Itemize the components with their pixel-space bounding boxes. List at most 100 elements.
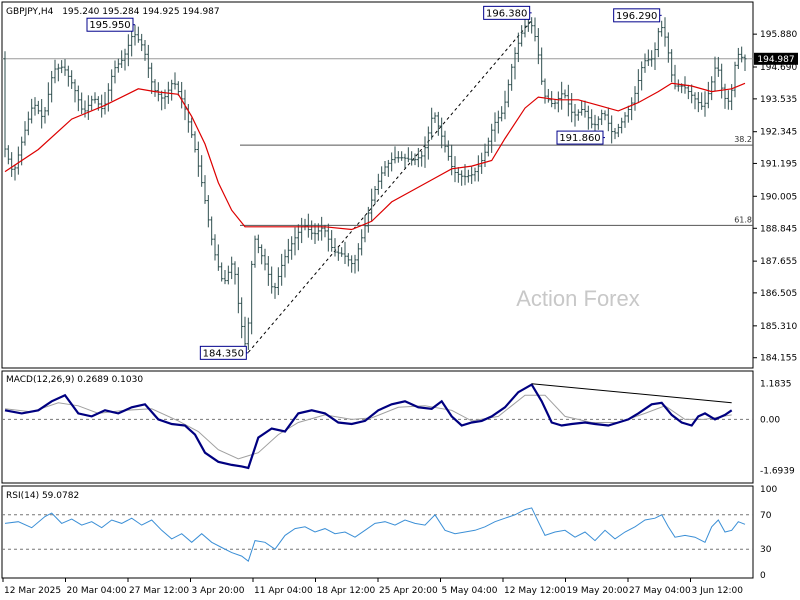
time-tick-label: 25 Apr 20:00 [379, 586, 438, 596]
ohlc-bar [276, 267, 280, 296]
fib-61-8-label: 61.8 [734, 215, 752, 224]
ohlc-bar [136, 26, 140, 43]
ohlc-bar [640, 61, 644, 91]
price-tick-label: 188.845 [760, 224, 797, 234]
ohlc-bar [350, 255, 354, 273]
time-tick-label: 20 Mar 04:00 [67, 586, 127, 596]
ohlc-bar [43, 106, 47, 124]
ohlc-bar [286, 238, 290, 264]
ohlc-bar [200, 155, 204, 187]
ohlc-bar [263, 248, 267, 271]
ohlc-bar [360, 229, 364, 256]
ohlc-bar [93, 92, 97, 104]
ohlc-bar [663, 17, 667, 47]
ohlc-bar [653, 42, 657, 71]
ohlc-bar [143, 40, 147, 61]
rsi-tick-label: 70 [760, 511, 772, 521]
macd-title: MACD(12,26,9) 0.2689 0.1030 [6, 375, 143, 385]
ohlc-bar [396, 151, 400, 163]
macd-main-line [4, 383, 733, 470]
annotation-label: 191.860 [559, 133, 600, 144]
ohlc-bar [330, 230, 334, 252]
ohlc-bar [220, 262, 224, 282]
ohlc-bar [393, 146, 397, 164]
ohlc-values: 195.240 195.284 194.925 194.987 [62, 7, 219, 17]
ohlc-bar [443, 130, 447, 153]
ohlc-bar [630, 97, 634, 121]
macd-panel [1, 370, 754, 484]
ohlc-bar [423, 136, 427, 168]
ohlc-bar [86, 95, 90, 120]
ohlc-bar [250, 260, 254, 335]
ohlc-bar [343, 241, 347, 264]
time-tick-label: 27 Mar 12:00 [129, 586, 189, 596]
ohlc-bar [340, 247, 344, 257]
ohlc-bar [570, 93, 574, 123]
price-annotation: 196.380 [483, 5, 532, 20]
ohlc-bar [543, 78, 547, 104]
ohlc-bar [253, 235, 257, 268]
price-annotation: 195.950 [86, 17, 135, 32]
ohlc-bar [346, 253, 350, 267]
ohlc-bar [586, 105, 590, 130]
ohlc-bar [450, 144, 454, 176]
ohlc-bar [470, 166, 474, 184]
ohlc-bar [6, 145, 10, 165]
rsi-title: RSI(14) 59.0782 [6, 491, 79, 501]
ohlc-bar [646, 49, 650, 66]
price-annotation: 184.350 [199, 345, 249, 360]
time-axis: 12 Mar 2025 20 Mar 04:00 27 Mar 12:00 3 Apr… [2, 578, 743, 596]
ohlc-bar [386, 159, 390, 177]
ohlc-bar [270, 266, 274, 294]
ohlc-bar [500, 106, 504, 122]
ohlc-bar [336, 247, 340, 261]
ohlc-bar [40, 99, 44, 129]
price-tick-label: 195.880 [760, 30, 797, 40]
ohlc-bar [36, 100, 40, 115]
ohlc-bar [643, 53, 647, 73]
ohlc-bar [126, 34, 130, 67]
ohlc-bar [73, 79, 77, 103]
ohlc-bar [273, 282, 277, 299]
ohlc-bar [660, 20, 664, 37]
ohlc-bar [583, 100, 587, 118]
ohlc-bar [580, 100, 584, 116]
ohlc-bar [406, 147, 410, 163]
ohlc-bar [440, 117, 444, 149]
ohlc-bar [540, 47, 544, 85]
ohlc-bar [510, 63, 514, 91]
ohlc-bar [573, 103, 577, 127]
ohlc-bar [670, 49, 674, 83]
ohlc-bar [293, 227, 297, 256]
time-tick-label: 19 May 20:00 [567, 586, 629, 596]
time-tick-label: 11 Apr 04:00 [254, 586, 313, 596]
ohlc-bar [63, 59, 67, 76]
time-tick-label: 12 May 12:00 [504, 586, 566, 596]
ohlc-bar [690, 84, 694, 104]
annotation-label: 196.380 [486, 8, 527, 19]
ohlc-bar [50, 70, 54, 103]
ohlc-bar [190, 117, 194, 138]
rsi-tick-label: 30 [760, 545, 772, 555]
ohlc-bar [633, 86, 637, 111]
ohlc-bar [290, 236, 294, 260]
rsi-tick-label: 100 [760, 485, 777, 495]
price-annotation: 191.860 [556, 130, 605, 145]
ohlc-bar [180, 81, 184, 109]
price-axis: 195.880 194.690 193.535 192.345 191.195 190.0… [753, 30, 797, 364]
ohlc-bar [476, 155, 480, 182]
ohlc-bar [13, 164, 17, 181]
rsi-tick-label: 0 [760, 571, 766, 581]
ohlc-bar [33, 97, 37, 116]
ohlc-bar [16, 146, 20, 175]
ohlc-bar [306, 213, 310, 238]
ohlc-bar [356, 243, 360, 272]
annotation-label: 196.290 [616, 11, 657, 22]
ohlc-bar [280, 253, 284, 286]
ohlc-bar [283, 249, 287, 278]
price-annotation: 196.290 [613, 8, 662, 23]
ohlc-bar [80, 92, 84, 115]
ohlc-bar [686, 84, 690, 100]
ohlc-bar [486, 137, 490, 157]
